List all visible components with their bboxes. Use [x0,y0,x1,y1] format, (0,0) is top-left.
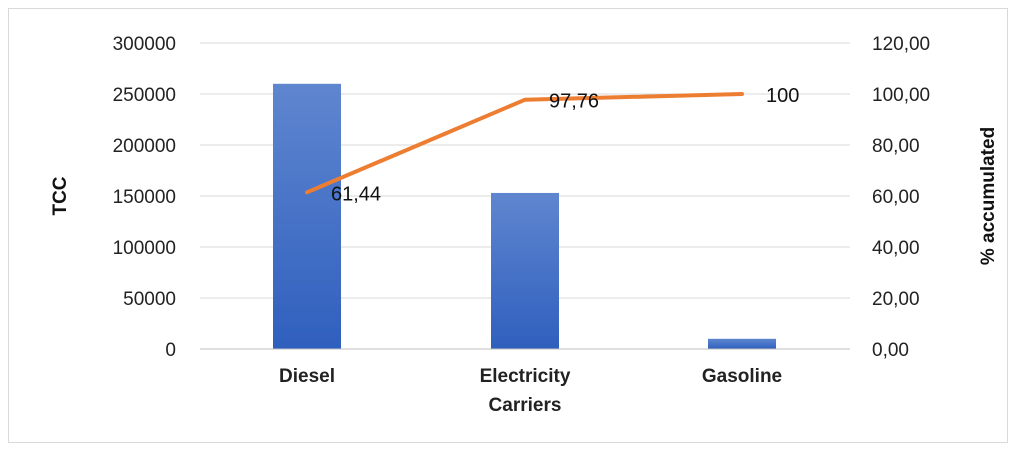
y-tick-label: 300000 [113,34,176,55]
x-category-label: Diesel [279,366,335,387]
y-tick-label: 150000 [113,187,176,208]
y-tick-label: 0 [165,340,176,361]
data-labels: 61,44 97,76 100 [331,85,799,205]
bar [273,83,341,350]
y-tick-label: 50000 [123,289,176,310]
y2-tick-label: 0,00 [872,340,909,361]
y-tick-label: 250000 [113,85,176,106]
y2-tick-label: 20,00 [872,289,920,310]
x-category-label: Electricity [480,366,571,387]
x-category-label: Carriers [489,395,562,416]
y-tick-label: 200000 [113,136,176,157]
bar-series [273,83,776,350]
line-data-label: 61,44 [331,183,381,205]
bar [708,338,776,349]
y2-tick-label: 40,00 [872,238,920,259]
y2-axis-title: % accumulated [978,127,999,265]
y2-tick-label: 60,00 [872,187,920,208]
y-axis-title: TCC [50,176,71,215]
line-data-label: 97,76 [549,91,599,113]
y-tick-label: 100000 [113,238,176,259]
cumulative-line-series [305,92,744,195]
bar [491,192,559,349]
axes: 0 50000 100000 150000 200000 250000 300000 0,00… [113,34,931,416]
cumulative-line [305,92,744,195]
y2-tick-label: 80,00 [872,136,920,157]
y2-tick-label: 120,00 [872,34,930,55]
y2-tick-label: 100,00 [872,85,930,106]
line-data-label: 100 [766,85,799,107]
x-category-label: Gasoline [702,366,782,387]
